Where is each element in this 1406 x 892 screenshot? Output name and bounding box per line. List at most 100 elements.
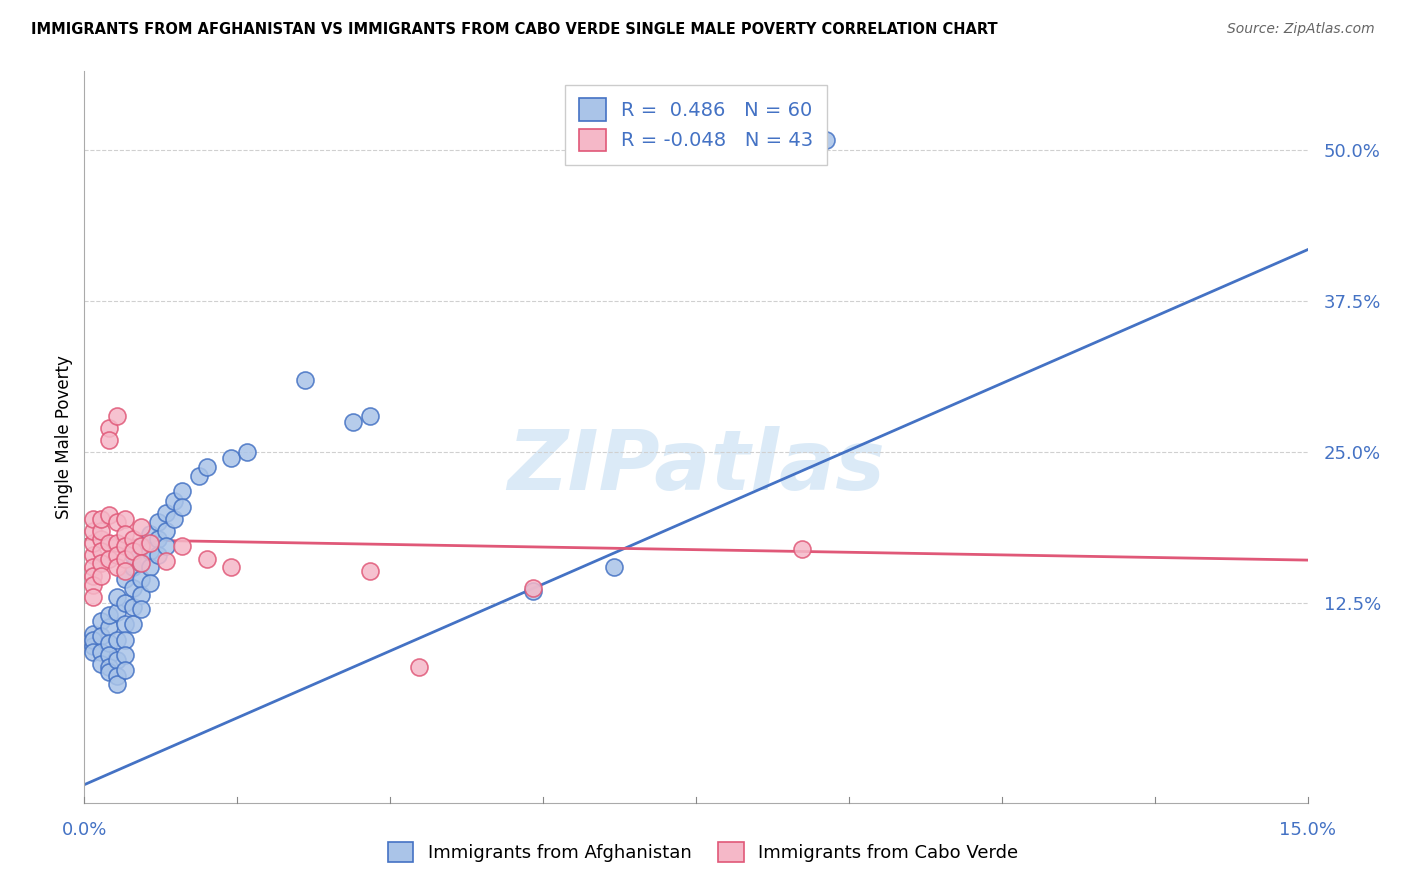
Point xyxy=(122,544,145,558)
Text: ZIPatlas: ZIPatlas xyxy=(508,425,884,507)
Point xyxy=(359,409,381,423)
Point xyxy=(97,508,120,522)
Point xyxy=(82,626,104,640)
Point xyxy=(155,540,177,554)
Point xyxy=(122,616,145,631)
Point xyxy=(522,584,544,599)
Point xyxy=(163,511,186,525)
Point xyxy=(122,581,145,595)
Point xyxy=(219,451,242,466)
Point xyxy=(82,568,104,582)
Point xyxy=(114,511,136,525)
Text: IMMIGRANTS FROM AFGHANISTAN VS IMMIGRANTS FROM CABO VERDE SINGLE MALE POVERTY CO: IMMIGRANTS FROM AFGHANISTAN VS IMMIGRANT… xyxy=(31,22,998,37)
Point xyxy=(122,533,145,547)
Point xyxy=(114,632,136,647)
Point xyxy=(131,572,153,586)
Point xyxy=(82,645,104,659)
Point xyxy=(105,591,128,605)
Point xyxy=(122,599,145,614)
Point xyxy=(90,533,112,547)
Point xyxy=(138,527,160,541)
Point xyxy=(105,653,128,667)
Point xyxy=(187,469,209,483)
Point xyxy=(790,541,813,556)
Point xyxy=(131,520,153,534)
Point xyxy=(131,540,153,554)
Point xyxy=(603,560,626,574)
Point xyxy=(131,557,153,571)
Point xyxy=(155,554,177,568)
Point xyxy=(114,564,136,578)
Point xyxy=(138,536,160,550)
Point xyxy=(815,133,838,147)
Point xyxy=(155,524,177,538)
Legend: Immigrants from Afghanistan, Immigrants from Cabo Verde: Immigrants from Afghanistan, Immigrants … xyxy=(381,834,1025,870)
Point xyxy=(97,421,120,435)
Point xyxy=(146,548,169,562)
Point xyxy=(122,548,145,562)
Point xyxy=(105,548,128,562)
Point xyxy=(122,560,145,574)
Point xyxy=(172,500,194,514)
Point xyxy=(408,660,430,674)
Point xyxy=(105,409,128,423)
Text: Source: ZipAtlas.com: Source: ZipAtlas.com xyxy=(1227,22,1375,37)
Point xyxy=(114,551,136,566)
Point xyxy=(163,493,186,508)
Point xyxy=(82,560,104,574)
Point xyxy=(82,578,104,592)
Point xyxy=(105,536,128,550)
Point xyxy=(195,459,218,474)
Point xyxy=(105,605,128,619)
Point xyxy=(114,663,136,677)
Point xyxy=(90,524,112,538)
Point xyxy=(105,516,128,530)
Point xyxy=(172,540,194,554)
Point xyxy=(90,544,112,558)
Point xyxy=(97,536,120,550)
Text: 0.0%: 0.0% xyxy=(62,821,107,839)
Point xyxy=(131,540,153,554)
Point xyxy=(138,575,160,590)
Point xyxy=(342,415,364,429)
Point xyxy=(82,639,104,653)
Point xyxy=(114,648,136,663)
Point xyxy=(90,557,112,571)
Point xyxy=(97,636,120,650)
Point xyxy=(97,660,120,674)
Legend: R =  0.486   N = 60, R = -0.048   N = 43: R = 0.486 N = 60, R = -0.048 N = 43 xyxy=(565,85,827,165)
Point xyxy=(114,596,136,610)
Text: 15.0%: 15.0% xyxy=(1279,821,1336,839)
Point xyxy=(522,581,544,595)
Point xyxy=(105,677,128,691)
Point xyxy=(90,615,112,629)
Point xyxy=(97,620,120,634)
Point xyxy=(90,511,112,525)
Point xyxy=(105,560,128,574)
Point xyxy=(82,511,104,525)
Point xyxy=(172,483,194,498)
Point xyxy=(97,608,120,623)
Point xyxy=(105,632,128,647)
Point xyxy=(90,568,112,582)
Point xyxy=(219,560,242,574)
Point xyxy=(131,588,153,602)
Point xyxy=(90,657,112,671)
Point xyxy=(97,665,120,680)
Point xyxy=(97,551,120,566)
Point xyxy=(97,648,120,663)
Point xyxy=(82,536,104,550)
Point xyxy=(146,516,169,530)
Point xyxy=(195,551,218,566)
Point xyxy=(82,548,104,562)
Point xyxy=(82,632,104,647)
Point xyxy=(105,669,128,683)
Point xyxy=(90,629,112,643)
Point xyxy=(146,533,169,547)
Point xyxy=(90,645,112,659)
Point xyxy=(236,445,259,459)
Point xyxy=(294,373,316,387)
Point xyxy=(138,560,160,574)
Point xyxy=(114,616,136,631)
Point xyxy=(114,540,136,554)
